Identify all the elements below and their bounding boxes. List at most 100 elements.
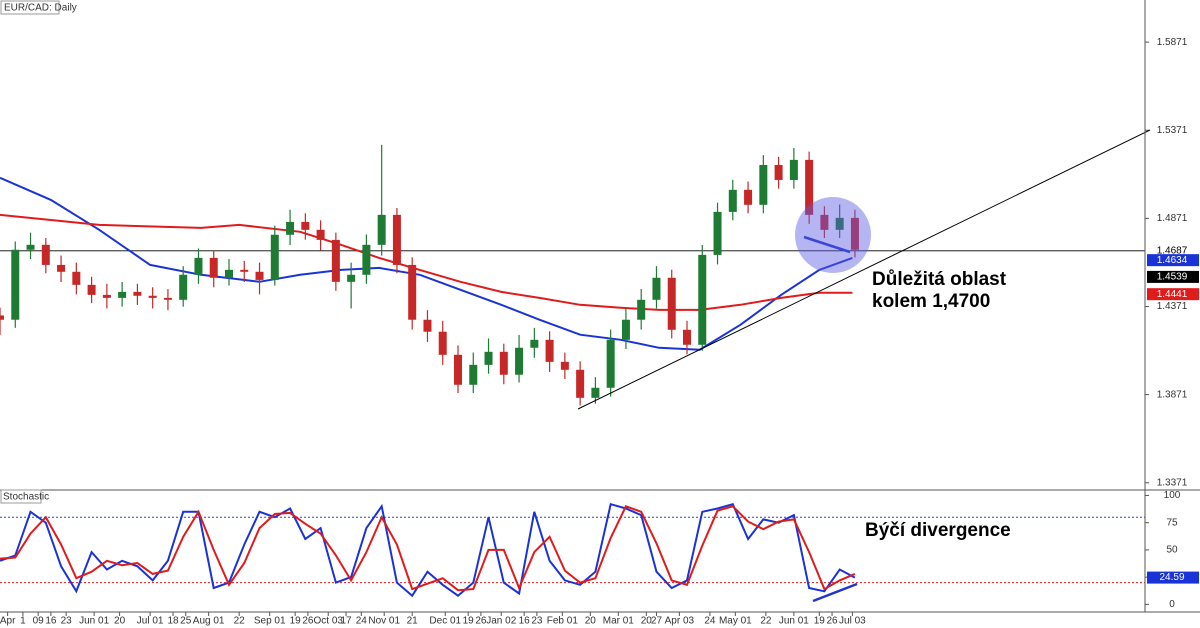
candle-body xyxy=(850,217,859,250)
candle-body xyxy=(362,244,371,275)
x-tick-label: Jul 03 xyxy=(839,616,866,627)
candle-body xyxy=(11,249,20,320)
y-tick-label: 75 xyxy=(1166,517,1178,528)
x-tick-label: 23 xyxy=(531,616,543,627)
candle-body xyxy=(621,319,630,340)
x-tick-label: 27 xyxy=(651,616,663,627)
y-tick-label: 1.4871 xyxy=(1157,213,1188,224)
series-line xyxy=(0,213,853,311)
price-tag-label: 1.4687 xyxy=(1157,245,1188,256)
candle-body xyxy=(744,189,753,205)
x-tick-label: 23 xyxy=(61,616,73,627)
divergence-line xyxy=(812,582,858,603)
x-tick-label: 22 xyxy=(234,616,246,627)
candle-body xyxy=(102,294,111,298)
price-tag-label: 1.4634 xyxy=(1157,255,1188,266)
x-tick-label: Feb 01 xyxy=(547,616,579,627)
candle-body xyxy=(606,339,615,388)
divergence-line xyxy=(803,235,851,254)
chart-title: EUR/CAD: Daily xyxy=(4,3,77,14)
y-tick-label: 1.3371 xyxy=(1157,477,1188,488)
x-tick-label: 20 xyxy=(641,616,653,627)
series-line xyxy=(0,502,856,598)
candle-body xyxy=(163,297,172,300)
candle-body xyxy=(377,214,386,245)
candle-body xyxy=(179,274,188,300)
value-tag-label: 24.59 xyxy=(1159,572,1184,583)
candle-body xyxy=(72,271,81,285)
candle-body xyxy=(331,239,340,282)
x-tick-label: 16 xyxy=(45,616,57,627)
candle-body xyxy=(316,229,325,240)
candle-body xyxy=(835,217,844,230)
price-tag-label: 1.4539 xyxy=(1157,272,1188,283)
candle-body xyxy=(408,264,417,320)
candle-body xyxy=(209,257,218,278)
candle-body xyxy=(41,244,50,265)
panel-title: Stochastic xyxy=(3,492,49,503)
highlight-circle xyxy=(795,197,871,273)
x-tick-label: Nov 01 xyxy=(368,616,400,627)
candle-body xyxy=(87,284,96,295)
x-tick-label: 19 xyxy=(463,616,475,627)
x-tick-label: 20 xyxy=(585,616,597,627)
candle-body xyxy=(484,351,493,365)
y-tick-label: 0 xyxy=(1169,599,1175,610)
candle-body xyxy=(805,159,814,215)
candle-body xyxy=(576,369,585,398)
x-tick-label: Apr xyxy=(0,616,16,627)
x-tick-label: 21 xyxy=(407,616,419,627)
x-tick-label: 1 xyxy=(20,616,26,627)
candle-body xyxy=(683,329,691,345)
title-box xyxy=(0,0,60,15)
x-tick-label: Apr 03 xyxy=(665,616,695,627)
title-box xyxy=(0,489,42,504)
candle-body xyxy=(728,189,737,212)
x-tick-label: 09 xyxy=(33,616,45,627)
candle-body xyxy=(789,159,798,180)
candle-body xyxy=(637,299,646,320)
x-tick-label: 26 xyxy=(302,616,314,627)
price-tag xyxy=(1147,254,1199,267)
candle-body xyxy=(423,319,432,332)
candle-body xyxy=(591,387,600,398)
candle-body xyxy=(26,244,35,250)
candle-body xyxy=(148,295,157,298)
annotation: Důležitá oblast xyxy=(872,269,1007,290)
price-tag xyxy=(1147,288,1199,301)
x-tick-label: 26 xyxy=(475,616,487,627)
x-tick-label: 19 xyxy=(814,616,826,627)
trendline xyxy=(577,129,1151,410)
price-tag xyxy=(1147,270,1199,283)
y-tick-label: 1.4371 xyxy=(1157,301,1188,312)
y-tick-label: 1.5371 xyxy=(1157,125,1188,136)
y-tick-label: 1.5871 xyxy=(1157,37,1188,48)
candle-body xyxy=(0,315,4,320)
x-tick-label: 17 xyxy=(340,616,352,627)
x-tick-label: Dec 01 xyxy=(429,616,461,627)
annotation: Býčí divergence xyxy=(865,520,1011,541)
candle-body xyxy=(286,221,295,235)
candle-body xyxy=(469,364,478,385)
candle-body xyxy=(270,234,279,280)
x-tick-label: Jun 01 xyxy=(779,616,809,627)
x-tick-label: Jun 01 xyxy=(79,616,109,627)
x-tick-label: 19 xyxy=(290,616,302,627)
x-tick-label: 20 xyxy=(114,616,126,627)
candle-body xyxy=(698,254,707,345)
x-tick-label: Sep 01 xyxy=(254,616,286,627)
annotation: kolem 1,4700 xyxy=(872,291,990,312)
candle-body xyxy=(820,214,829,230)
plot-layer: 1.3371 1.3871 1.4371 1.4871 1.5371 1.5871 1.46… xyxy=(0,37,1199,627)
candle-body xyxy=(667,277,676,330)
candle-body xyxy=(301,221,310,230)
x-tick-label: 24 xyxy=(704,616,716,627)
candle-body xyxy=(133,291,142,296)
candle-body xyxy=(713,211,722,255)
x-tick-label: Aug 01 xyxy=(193,616,225,627)
x-tick-label: 26 xyxy=(826,616,838,627)
candle-body xyxy=(194,257,203,275)
candle-body xyxy=(225,269,233,278)
x-tick-label: Jul 01 xyxy=(137,616,164,627)
candle-body xyxy=(499,351,508,375)
